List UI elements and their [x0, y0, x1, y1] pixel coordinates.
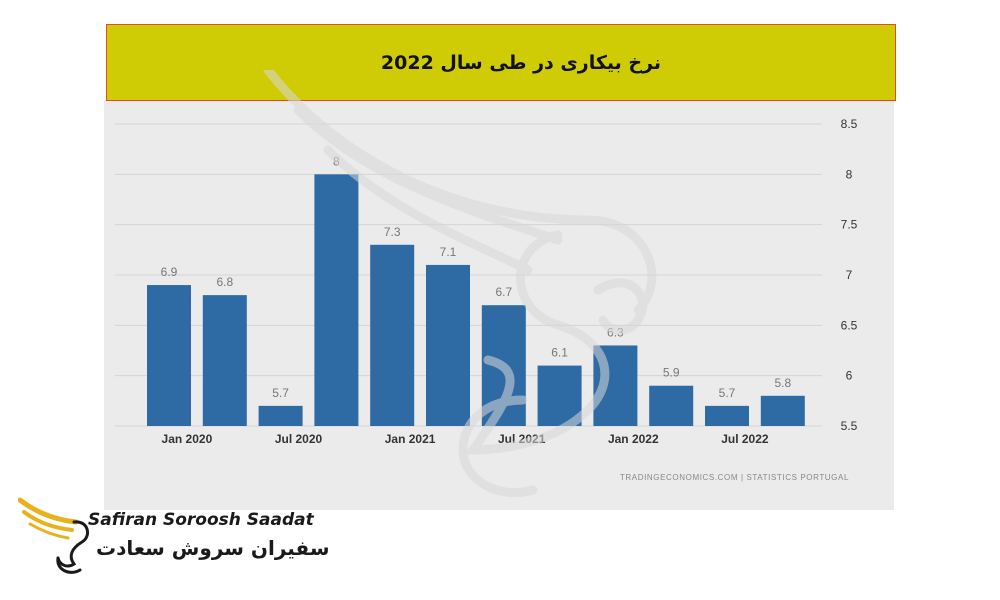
x-tick-label: Jul 2021 [498, 432, 546, 446]
y-tick-label: 5.5 [841, 419, 858, 433]
data-label: 5.7 [719, 386, 736, 400]
data-label: 6.3 [607, 325, 624, 339]
chart-title: نرخ بیکاری در طی سال 2022 [380, 51, 662, 74]
data-label: 7.3 [384, 225, 401, 239]
bar [370, 244, 415, 426]
brand-logo: Safiran Soroosh Saadat سفیران سروش سعادت [18, 490, 330, 590]
x-tick-label: Jan 2022 [608, 432, 659, 446]
x-tick-label: Jan 2020 [162, 432, 213, 446]
x-tick-label: Jul 2020 [275, 432, 323, 446]
bar [202, 295, 247, 426]
data-label: 7.1 [440, 245, 457, 259]
data-label: 6.8 [216, 275, 233, 289]
bar [705, 405, 749, 426]
y-tick-label: 6.5 [841, 318, 858, 332]
data-label: 6.9 [161, 265, 178, 279]
brand-name-english: Safiran Soroosh Saadat [88, 510, 314, 530]
source-credit: TRADINGECONOMICS.COM | STATISTICS PORTUG… [620, 473, 849, 482]
bar [147, 285, 191, 426]
bar [593, 345, 638, 426]
data-label: 5.9 [663, 366, 680, 380]
data-label: 5.8 [774, 376, 791, 390]
bar [649, 385, 694, 426]
swan-logo-icon [18, 497, 90, 574]
bar [537, 365, 582, 426]
y-tick-label: 8.5 [841, 117, 858, 131]
x-tick-label: Jan 2021 [385, 432, 436, 446]
bar [258, 405, 303, 426]
bar [760, 395, 805, 426]
bar [481, 305, 526, 426]
y-tick-label: 8 [846, 167, 853, 181]
bar [426, 264, 470, 426]
chart-title-box: نرخ بیکاری در طی سال 2022 [106, 24, 896, 101]
data-label: 5.7 [272, 386, 289, 400]
brand-name-persian: سفیران سروش سعادت [96, 536, 330, 560]
data-label: 6.1 [551, 346, 568, 360]
y-tick-label: 6 [846, 369, 853, 383]
x-tick-label: Jul 2022 [721, 432, 769, 446]
y-tick-label: 7 [846, 268, 853, 282]
y-tick-label: 7.5 [841, 218, 858, 232]
bar [314, 174, 359, 426]
data-label: 8 [333, 154, 340, 168]
data-label: 6.7 [495, 285, 512, 299]
